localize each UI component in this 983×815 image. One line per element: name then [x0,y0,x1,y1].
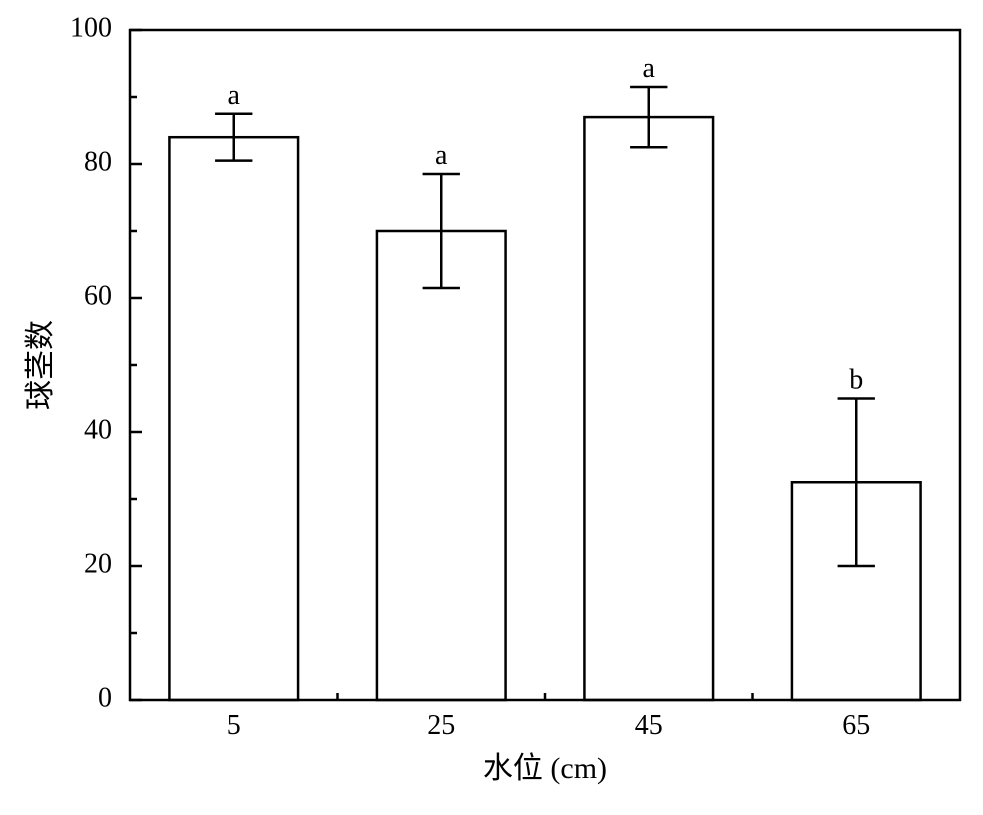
bar-chart: 0 20 40 60 80 100 5 25 45 65 a a a b 水位 (cm) 球茎数 [0,0,983,815]
x-tick-label: 65 [842,710,870,741]
x-tick-label: 5 [227,710,241,741]
y-tick-label: 60 [84,280,112,311]
y-tick-label: 20 [84,548,112,579]
y-tick-label: 80 [84,146,112,177]
bar-annotation: a [435,140,448,171]
bar [584,117,713,700]
bar [169,137,298,700]
y-tick-label: 0 [98,682,112,713]
bar-annotation: a [228,80,241,111]
y-tick-label: 40 [84,414,112,445]
y-tick-label: 100 [70,12,112,43]
x-tick-label: 25 [427,710,455,741]
y-axis-label: 球茎数 [24,320,57,410]
bar-annotation: b [849,365,863,396]
x-axis-label: 水位 (cm) [483,752,607,785]
chart-svg: 0 20 40 60 80 100 5 25 45 65 a a a b 水位 (cm) 球茎数 [0,0,983,815]
bar-annotation: a [643,53,656,84]
x-tick-label: 45 [635,710,663,741]
bar [377,231,506,700]
